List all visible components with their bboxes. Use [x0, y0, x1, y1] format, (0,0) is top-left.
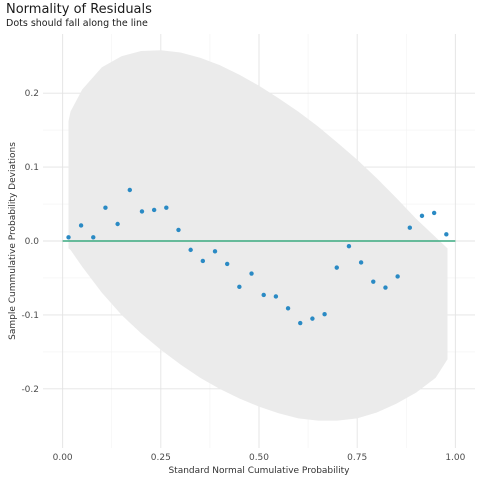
chart-title: Normality of Residuals — [6, 2, 152, 17]
data-point — [78, 223, 84, 228]
data-point — [346, 243, 352, 249]
data-point — [188, 247, 193, 253]
data-point — [212, 249, 218, 254]
data-point — [383, 285, 388, 290]
data-point — [273, 294, 279, 299]
y-tick-label: -0.2 — [21, 385, 39, 395]
data-point — [444, 232, 449, 237]
data-point — [419, 213, 425, 219]
data-point — [334, 265, 339, 270]
data-point — [151, 207, 157, 213]
data-point — [285, 306, 291, 311]
y-axis-label: Sample Cummulative Probability Deviation… — [8, 142, 18, 340]
data-point — [224, 261, 230, 267]
y-tick-label: 0.1 — [25, 163, 39, 173]
chart-subtitle: Dots should fall along the line — [6, 18, 148, 29]
y-tick-label: -0.1 — [21, 311, 39, 321]
data-point — [395, 274, 400, 279]
x-axis-label: Standard Normal Cumulative Probability — [168, 466, 350, 476]
confidence-band — [68, 50, 448, 421]
data-points — [66, 187, 449, 326]
data-point — [371, 279, 376, 284]
data-point — [249, 271, 254, 276]
data-point — [407, 225, 413, 230]
x-tick-label: 0.25 — [151, 453, 171, 463]
x-tick-label: 0.00 — [53, 453, 73, 463]
data-point — [322, 311, 327, 317]
x-tick-label: 0.50 — [249, 453, 269, 463]
data-point — [298, 320, 303, 326]
x-tick-label: 0.75 — [347, 453, 367, 463]
data-point — [237, 284, 242, 290]
y-tick-label: 0.0 — [25, 237, 40, 247]
data-point — [139, 209, 145, 214]
data-point — [358, 260, 364, 265]
data-point — [115, 221, 120, 227]
data-point — [91, 235, 96, 240]
data-point — [261, 292, 266, 298]
data-point — [310, 316, 315, 321]
x-tick-labels: 0.00 0.25 0.50 0.75 1.00 — [53, 453, 466, 463]
y-tick-labels: -0.2 -0.1 0.0 0.1 0.2 — [21, 89, 39, 395]
data-point — [164, 205, 169, 210]
data-point — [127, 187, 132, 193]
data-point — [66, 235, 71, 240]
data-point — [431, 210, 437, 216]
y-tick-label: 0.2 — [25, 89, 39, 99]
data-point — [103, 205, 108, 210]
x-tick-label: 1.00 — [445, 453, 465, 463]
data-point — [200, 258, 206, 264]
data-point — [176, 227, 181, 233]
